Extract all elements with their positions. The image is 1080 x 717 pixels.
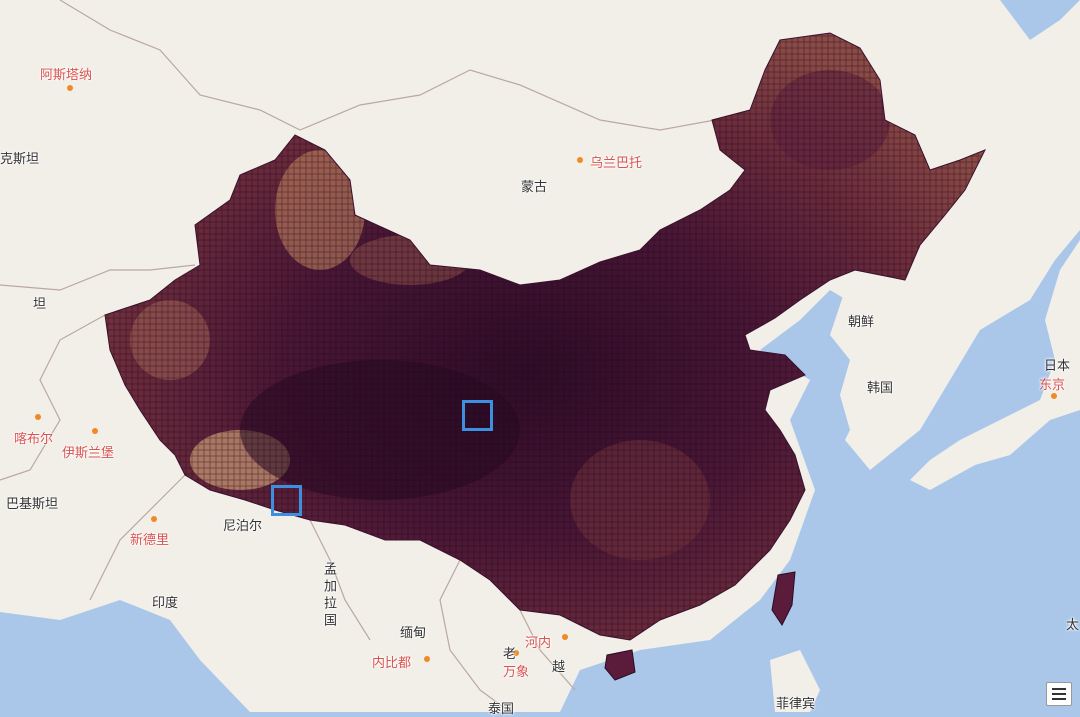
label-bangladesh: 孟加拉国 xyxy=(321,562,336,630)
label-korea: 朝鲜 xyxy=(848,315,875,330)
tokyo-dot xyxy=(1051,393,1057,399)
label-laos: 老 xyxy=(503,647,517,662)
label-south-korea: 韩国 xyxy=(867,381,894,396)
selected-cell-central[interactable] xyxy=(462,400,493,431)
country-borders xyxy=(0,0,716,712)
label-nepal: 尼泊尔 xyxy=(223,519,263,534)
taiwan-cells xyxy=(771,571,796,626)
label-tokyo: 东京 xyxy=(1039,378,1066,393)
selected-cell-south-west[interactable] xyxy=(271,485,302,516)
label-japan: 日本 xyxy=(1044,359,1071,374)
china-outline xyxy=(104,32,987,641)
label-vientiane: 万象 xyxy=(503,665,530,680)
philippines-land xyxy=(770,650,820,712)
hainan-cells xyxy=(604,649,636,681)
label-pacific: 太 xyxy=(1066,618,1080,633)
japan-land xyxy=(910,240,1080,490)
korea-land xyxy=(830,290,895,430)
kabul-dot xyxy=(35,414,41,420)
label-india: 印度 xyxy=(152,596,179,611)
label-kazakhstan: 克斯坦 xyxy=(0,152,40,167)
label-thailand: 泰国 xyxy=(488,702,515,717)
label-islamabad: 伊斯兰堡 xyxy=(62,446,115,461)
ulaanbaatar-dot xyxy=(577,157,583,163)
list-icon xyxy=(1052,688,1066,700)
astana-dot xyxy=(67,85,73,91)
label-philippines: 菲律宾 xyxy=(776,697,816,712)
label-pakistan: 巴基斯坦 xyxy=(6,497,59,512)
hanoi-dot xyxy=(562,634,568,640)
label-mongolia: 蒙古 xyxy=(521,180,548,195)
label-naypyidaw: 内比都 xyxy=(372,656,412,671)
label-kabul: 喀布尔 xyxy=(14,432,54,447)
islamabad-dot xyxy=(92,428,98,434)
new-delhi-dot xyxy=(151,516,157,522)
label-hanoi: 河内 xyxy=(525,636,552,651)
label-vietnam: 越 xyxy=(552,660,566,675)
label-ulaanbaatar: 乌兰巴托 xyxy=(590,156,643,171)
naypyidaw-dot xyxy=(424,656,430,662)
legend-list-button[interactable] xyxy=(1046,682,1072,706)
label-tajik: 坦 xyxy=(33,297,47,312)
label-new-delhi: 新德里 xyxy=(130,533,170,548)
vientiane-dot xyxy=(513,650,519,656)
label-astana: 阿斯塔纳 xyxy=(40,68,93,83)
label-myanmar: 缅甸 xyxy=(400,626,427,641)
